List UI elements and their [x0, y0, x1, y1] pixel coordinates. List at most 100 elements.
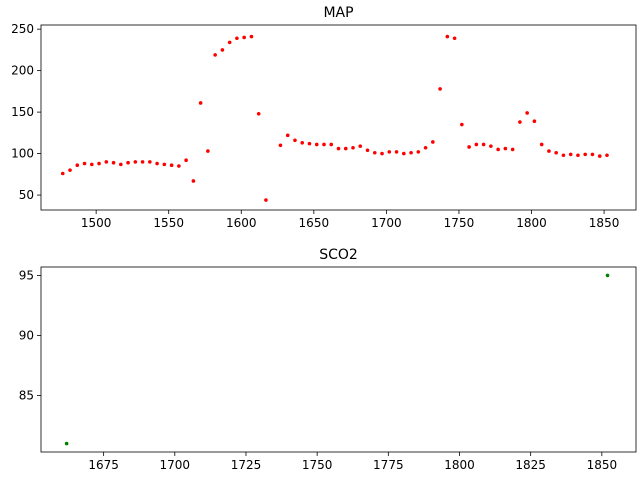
- data-point: [489, 144, 493, 148]
- data-point: [605, 273, 610, 278]
- data-point: [278, 143, 283, 148]
- data-point: [133, 160, 138, 164]
- data-point: [322, 142, 326, 147]
- data-point: [365, 148, 370, 153]
- data-point: [343, 146, 348, 151]
- data-point: [307, 141, 312, 146]
- data-point: [525, 111, 529, 115]
- data-point: [60, 171, 65, 176]
- data-point: [75, 163, 80, 167]
- data-point: [300, 141, 305, 145]
- data-point: [460, 122, 464, 127]
- data-point: [177, 164, 181, 168]
- map-subplot: MAP 1500 1550 1600 1650 1700 1750 1800 1850 50 100…: [11, 5, 637, 230]
- data-point: [220, 48, 225, 52]
- data-point: [547, 149, 551, 153]
- x-tick-label: 1500: [81, 216, 112, 230]
- data-point: [503, 146, 508, 151]
- data-point: [532, 119, 537, 124]
- data-point: [82, 161, 87, 166]
- data-point: [314, 142, 319, 147]
- x-tick-label: 1550: [153, 216, 184, 230]
- data-point: [380, 151, 384, 156]
- x-tick-label: 1650: [299, 216, 330, 230]
- data-point: [235, 36, 239, 41]
- data-point: [97, 161, 101, 166]
- data-point: [583, 152, 588, 157]
- data-point: [590, 152, 595, 157]
- data-point: [242, 35, 246, 40]
- data-point: [140, 160, 145, 164]
- axes-frame: [40, 24, 637, 211]
- x-tick-label: 1775: [373, 458, 404, 472]
- data-point: [119, 162, 123, 167]
- data-point: [329, 142, 334, 147]
- sco2-subplot: SCO2 1675 1700 1725 1750 1775 1800 1825 1850 85 90…: [19, 247, 637, 472]
- y-tick-label: 200: [11, 64, 34, 78]
- data-point: [169, 163, 174, 167]
- data-point: [206, 149, 210, 153]
- data-point: [394, 150, 399, 154]
- data-point: [155, 161, 159, 166]
- x-tick-label: 1600: [226, 216, 257, 230]
- data-point: [496, 147, 500, 152]
- data-point: [416, 150, 421, 154]
- axes-frame: [40, 266, 637, 453]
- x-tick-label: 1850: [587, 458, 618, 472]
- data-point: [249, 34, 254, 39]
- x-tick-label: 1800: [444, 458, 475, 472]
- data-point: [605, 153, 609, 158]
- data-point: [198, 101, 203, 105]
- data-point: [293, 138, 297, 143]
- data-point: [576, 153, 580, 158]
- data-point: [423, 145, 428, 150]
- x-tick-label: 1725: [231, 458, 262, 472]
- x-tick-label: 1750: [444, 216, 475, 230]
- data-point: [518, 120, 522, 124]
- x-tick-label: 1825: [515, 458, 546, 472]
- data-point: [481, 142, 486, 147]
- data-point: [89, 162, 94, 167]
- x-tick-label: 1750: [302, 458, 333, 472]
- y-tick-label: 90: [19, 328, 34, 342]
- x-tick-label: 1675: [88, 458, 119, 472]
- data-point: [539, 142, 544, 147]
- y-tick-label: 250: [11, 22, 34, 36]
- data-point: [104, 160, 109, 164]
- data-point: [126, 160, 130, 165]
- data-point: [431, 140, 435, 144]
- data-point: [597, 154, 602, 158]
- data-point: [474, 142, 479, 147]
- data-point: [452, 36, 457, 41]
- data-point: [372, 150, 377, 155]
- y-tick-label: 85: [19, 389, 34, 403]
- data-point: [111, 160, 116, 165]
- x-tick-label: 1700: [160, 458, 191, 472]
- chart-title: MAP: [323, 5, 353, 21]
- data-point: [184, 158, 188, 163]
- x-tick-label: 1800: [516, 216, 547, 230]
- data-point: [445, 34, 450, 39]
- y-tick-label: 50: [19, 188, 34, 202]
- data-point: [68, 168, 72, 172]
- data-point: [227, 40, 232, 45]
- data-point: [438, 87, 442, 91]
- data-point: [336, 146, 341, 151]
- data-point: [409, 150, 413, 155]
- data-point: [191, 179, 196, 183]
- data-point: [213, 53, 217, 57]
- data-point: [162, 162, 167, 167]
- data-point: [467, 145, 471, 149]
- data-point: [148, 160, 152, 164]
- data-point: [264, 198, 268, 202]
- y-tick-label: 150: [11, 105, 34, 119]
- x-tick-label: 1700: [371, 216, 402, 230]
- data-point: [510, 147, 515, 152]
- data-point: [561, 153, 566, 158]
- data-point: [387, 150, 392, 154]
- data-point: [285, 133, 290, 138]
- y-tick-label: 95: [19, 268, 34, 282]
- y-tick-label: 100: [11, 147, 34, 161]
- data-point: [351, 145, 355, 150]
